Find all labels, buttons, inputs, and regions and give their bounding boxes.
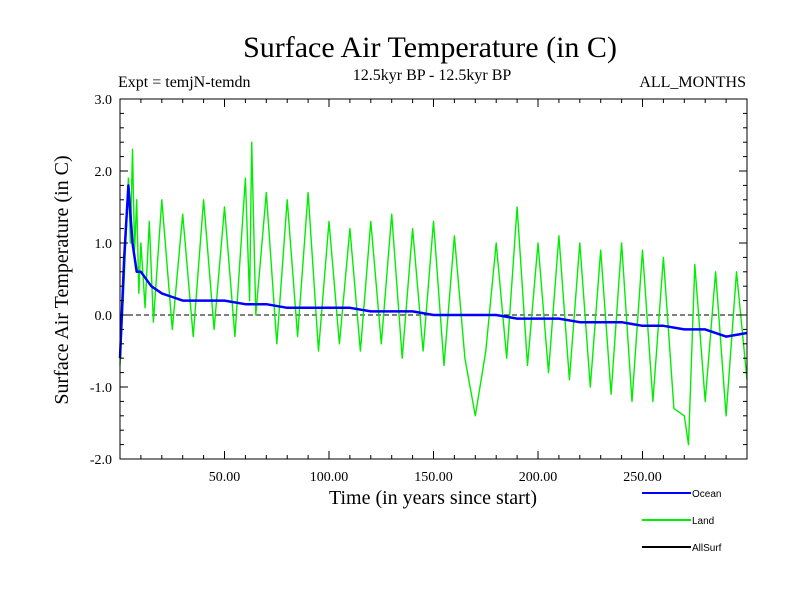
legend-label-ocean: Ocean <box>692 489 721 500</box>
y-axis: -2.0 -1.0 0.0 1.0 2.0 3.0 <box>90 93 747 468</box>
series-line-land <box>119 141 748 446</box>
legend-label-land: Land <box>692 516 714 527</box>
months-label: ALL_MONTHS <box>639 74 746 91</box>
x-tick-label: 50.00 <box>209 470 241 485</box>
plot-area <box>118 141 748 446</box>
y-axis-label: Surface Air Temperature (in C) <box>51 155 73 404</box>
y-tick-label: 2.0 <box>95 165 113 180</box>
x-tick-label: 100.00 <box>310 470 349 485</box>
series-line-ocean <box>118 184 748 359</box>
chart-title: Surface Air Temperature (in C) <box>243 31 617 64</box>
chart-subtitle: 12.5kyr BP - 12.5kyr BP <box>353 67 512 84</box>
experiment-label: Expt = temjN-temdn <box>118 74 251 91</box>
y-tick-label: 3.0 <box>95 93 113 108</box>
x-axis-label: Time (in years since start) <box>329 487 537 509</box>
x-tick-label: 250.00 <box>623 470 662 485</box>
y-tick-label: -1.0 <box>90 381 112 396</box>
legend: Ocean Land AllSurf <box>642 489 722 554</box>
y-tick-label: 0.0 <box>95 309 113 324</box>
y-tick-label: 1.0 <box>95 237 113 252</box>
x-axis: 50.00 100.00 150.00 200.00 250.00 <box>140 99 727 485</box>
x-tick-label: 150.00 <box>414 470 453 485</box>
x-tick-label: 200.00 <box>519 470 558 485</box>
plot-frame <box>119 98 748 460</box>
legend-label-allsurf: AllSurf <box>692 543 722 554</box>
y-tick-label: -2.0 <box>90 453 112 468</box>
